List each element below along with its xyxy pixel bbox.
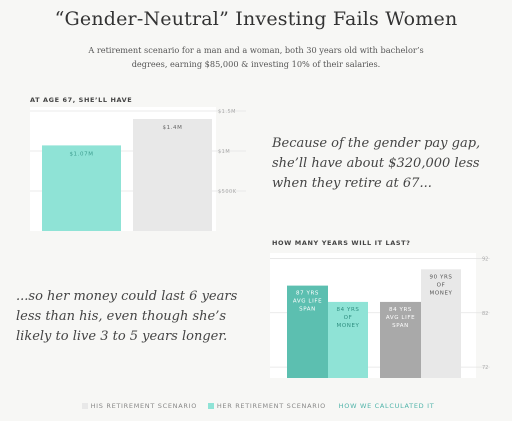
chart2-bar (421, 269, 461, 378)
chart1-bar-label: $1.07M (69, 151, 93, 157)
chart2-bar-label: SPAN (299, 307, 316, 313)
legend-hers: HER RETIREMENT SCENARIO (207, 402, 326, 410)
chart2-ytick-label: 82 (482, 311, 488, 317)
how-we-calculated-link[interactable]: HOW WE CALCULATED IT (338, 402, 435, 410)
quote-money-lasts: ...so her money could last 6 years less … (16, 289, 238, 344)
chart2-bar-label: AVG LIFE (293, 299, 322, 305)
chart2-bar-label: 90 YRS (429, 274, 452, 280)
chart2-bar-label: AVG LIFE (386, 315, 415, 321)
chart1-bar (42, 145, 121, 231)
chart2-bar (287, 285, 328, 378)
chart2-bar-label: 84 YRS (336, 307, 359, 313)
legend: HIS RETIREMENT SCENARIO HER RETIREMENT S… (0, 402, 512, 410)
years-chart: 72 82 92 87 YRS AVG LIFE SPAN 84 YRS OF MONEY 84 … (270, 253, 490, 378)
legend-hers-swatch (207, 403, 214, 409)
chart2-bar-label: OF (344, 315, 353, 321)
chart2-bar-label: SPAN (392, 323, 409, 329)
chart1-ytick-label: $1.5M (218, 109, 236, 115)
chart2-bar (380, 301, 421, 378)
chart2-bar-label: OF (437, 282, 446, 288)
chart2-bar-label: 87 YRS (296, 291, 319, 297)
chart1-ytick-label: $500K (218, 189, 237, 195)
chart2-ytick-label: 92 (482, 256, 488, 262)
chart1-ytick-label: $1M (218, 149, 230, 155)
chart1-bar-label: $1.4M (163, 125, 183, 131)
chart2-ytick-label: 72 (482, 365, 488, 371)
savings-chart: $500K $1M $1.5M $1.07M $1.4M (30, 107, 246, 231)
quote-pay-gap: Because of the gender pay gap, she’ll ha… (272, 136, 481, 191)
page-title: “Gender-Neutral” Investing Fails Women (54, 8, 458, 30)
page-subtitle: A retirement scenario for a man and a wo… (88, 45, 424, 69)
chart2-bar-label: 84 YRS (389, 307, 412, 313)
chart1-bar (133, 119, 212, 231)
chart1-title: AT AGE 67, SHE’LL HAVE (30, 96, 133, 104)
legend-his-swatch (81, 403, 88, 409)
chart2-title: HOW MANY YEARS WILL IT LAST? (272, 239, 411, 247)
legend-his: HIS RETIREMENT SCENARIO (81, 402, 198, 410)
legend-hers-label: HER RETIREMENT SCENARIO (216, 402, 326, 410)
chart2-bar-label: MONEY (336, 323, 359, 329)
legend-his-label: HIS RETIREMENT SCENARIO (90, 402, 198, 410)
chart2-bar-label: MONEY (429, 290, 452, 296)
chart2-bar (328, 301, 368, 378)
